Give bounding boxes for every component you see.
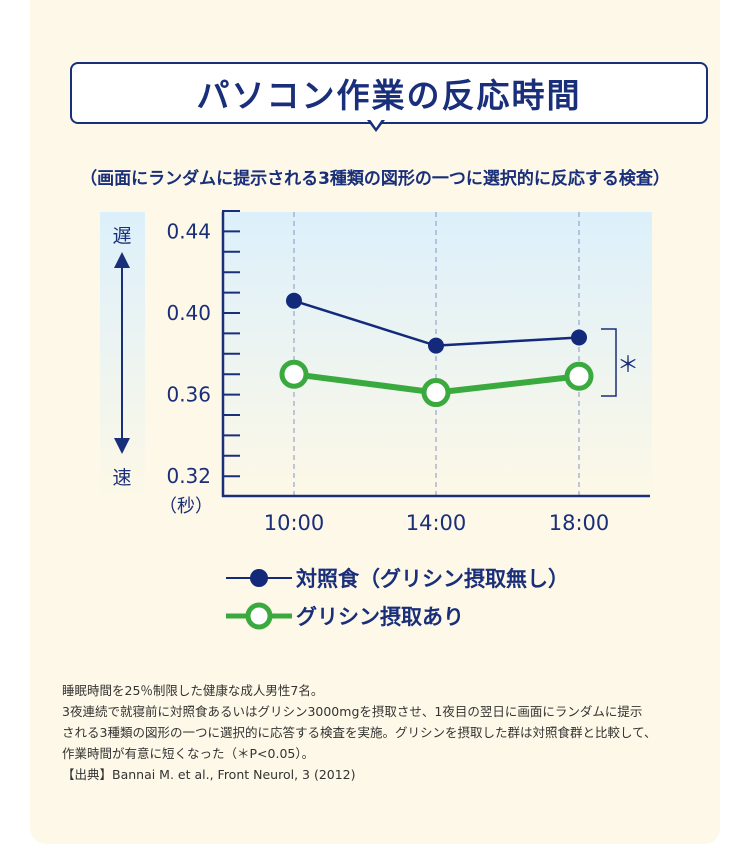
chart-subtitle: （画面にランダムに提示される3種類の図形の一つに選択的に反応する検査） — [80, 169, 670, 189]
footnote: 睡眠時間を25％制限した健康な成人男性7名。 3夜連続で就寝前に対照食あるいはグ… — [62, 680, 656, 785]
open-circle-icon — [226, 602, 292, 630]
y-tick-label: 0.36 — [166, 383, 211, 407]
plot-bg — [222, 212, 652, 497]
note-line: 作業時間が有意に短くなった（＊P<0.05）。 — [62, 746, 315, 761]
label-slow: 遅 — [112, 225, 131, 247]
legend-label-control: 対照食（グリシン摂取無し） — [296, 567, 569, 591]
significance-bracket — [601, 328, 617, 397]
y-unit: （秒） — [159, 496, 213, 517]
note-source: 【出典】Bannai M. et al., Front Neurol, 3 (2… — [62, 767, 356, 782]
legend-label-glycine: グリシン摂取あり — [296, 605, 464, 629]
y-tick-label: 0.32 — [166, 464, 211, 488]
data-point-control — [286, 292, 302, 309]
y-tick-label: 0.44 — [166, 219, 211, 243]
arrow-down-icon — [114, 438, 130, 454]
arrow-up-icon — [114, 252, 130, 268]
note-line: 3夜連続で就寝前に対照食あるいはグリシン3000mgを摂取させ、1夜目の翌日に画… — [62, 704, 643, 719]
filled-circle-icon — [226, 569, 292, 587]
chart-title: パソコン作業の反応時間 — [70, 62, 708, 124]
legend-item-glycine: グリシン摂取あり — [226, 601, 464, 631]
legend-item-control: 対照食（グリシン摂取無し） — [226, 563, 569, 593]
data-point-glycine — [279, 359, 309, 389]
label-fast: 速 — [112, 467, 131, 489]
data-point-control — [428, 337, 444, 354]
x-tick-label: 18:00 — [549, 511, 610, 535]
y-tick-label: 0.40 — [166, 301, 211, 325]
data-point-glycine — [421, 378, 451, 408]
x-tick-label: 14:00 — [406, 511, 467, 535]
significance-mark: ＊ — [617, 353, 639, 378]
x-tick-label: 10:00 — [264, 511, 325, 535]
note-line: 睡眠時間を25％制限した健康な成人男性7名。 — [62, 683, 324, 698]
data-point-glycine — [564, 361, 594, 391]
title-tail-inner — [369, 118, 383, 128]
data-point-control — [571, 329, 587, 346]
chart: 10:00 14:00 18:000.440.400.360.32 遅 速 （秒） … — [100, 210, 652, 535]
note-line: される3種類の図形の一つに選択的に応答する検査を実施。グリシンを摂取した群は対照… — [62, 725, 657, 740]
